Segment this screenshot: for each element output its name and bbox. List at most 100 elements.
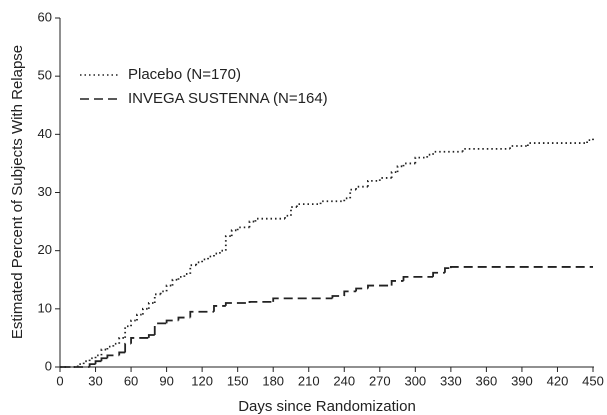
x-tick-label: 180 [262,373,284,388]
step-segment [219,249,226,254]
step-segment [165,319,179,324]
step-segment [147,334,155,338]
step-segment [195,261,203,266]
step-segment [461,147,511,152]
x-tick-label: 360 [476,373,498,388]
step-segment [236,226,250,231]
x-tick-label: 270 [369,373,391,388]
step-segment [142,307,149,315]
step-segment [248,220,256,228]
step-segment [432,150,463,155]
step-segment [319,200,345,205]
x-tick-label: 210 [298,373,320,388]
x-tick-label: 120 [191,373,213,388]
step-segment [124,325,132,338]
step-segment [153,322,167,336]
y-tick-label: 60 [38,9,52,24]
step-segment [224,235,232,251]
step-segment [367,284,392,289]
x-tick-label: 390 [511,373,533,388]
step-segment [88,363,96,367]
step-segment [586,139,593,144]
step-segment [355,185,368,190]
y-tick-label: 50 [38,68,52,83]
step-segment [230,229,238,237]
step-segment [130,319,137,327]
step-segment [509,145,528,149]
y-tick-label: 40 [38,126,52,141]
step-segment [94,354,102,359]
step-segment [118,337,126,344]
step-segment [444,267,451,273]
x-tick-label: 240 [333,373,355,388]
x-tick-label: 30 [88,373,102,388]
step-segment [106,345,114,350]
step-segment [349,188,357,199]
step-segment [76,363,84,367]
y-tick-label: 30 [38,184,52,199]
step-segment [343,290,357,297]
step-segment [248,300,274,304]
step-segment [526,142,588,146]
step-segment [343,197,351,202]
step-segment [100,357,108,362]
x-tick-label: 450 [582,373,604,388]
step-segment [378,177,392,181]
step-segment [183,273,191,277]
step-segment [159,290,167,295]
step-segment [213,305,226,312]
legend-label: Placebo (N=170) [128,66,241,83]
y-tick-label: 10 [38,300,52,315]
step-segment [432,271,445,277]
step-segment [112,342,120,347]
step-segment [290,206,297,216]
step-segment [82,360,90,365]
x-tick-label: 420 [547,373,569,388]
x-tick-label: 330 [440,373,462,388]
step-segment [130,337,149,344]
step-segment [396,165,404,173]
step-segment [331,295,345,299]
step-segment [355,287,368,292]
step-segment [367,179,380,187]
step-segment [213,252,220,257]
step-segment [124,342,132,353]
x-axis-label: Days since Randomization [238,398,416,415]
step-segment [177,275,185,280]
step-segment [189,310,214,318]
step-segment [189,264,197,274]
step-segment [153,293,161,304]
y-tick-label: 20 [38,242,52,257]
step-segment [118,351,126,356]
x-tick-label: 0 [56,373,63,388]
y-axis-label: Estimated Percent of Subjects With Relap… [9,45,26,339]
x-tick-label: 300 [404,373,426,388]
step-segment [100,348,108,356]
step-segment [136,313,143,321]
step-segment [201,258,209,263]
step-segment [88,357,96,362]
y-tick-label: 0 [45,358,52,373]
step-segment [165,284,173,292]
step-segment [426,153,434,158]
step-segment [106,354,120,359]
step-segment [224,302,250,306]
step-segment [390,171,398,178]
step-segment [284,214,291,219]
legend-label: INVEGA SUSTENNA (N=164) [128,90,328,107]
step-segment [177,316,191,321]
x-tick-label: 150 [227,373,249,388]
step-segment [390,280,404,286]
step-segment [254,217,286,222]
step-segment [295,203,321,208]
x-tick-label: 60 [124,373,138,388]
step-segment [272,297,333,302]
step-segment [171,278,179,286]
step-segment [449,266,593,269]
step-segment [414,156,428,164]
step-segment [147,302,155,309]
step-segment [207,255,214,260]
step-segment [402,275,434,281]
step-segment [94,360,102,365]
